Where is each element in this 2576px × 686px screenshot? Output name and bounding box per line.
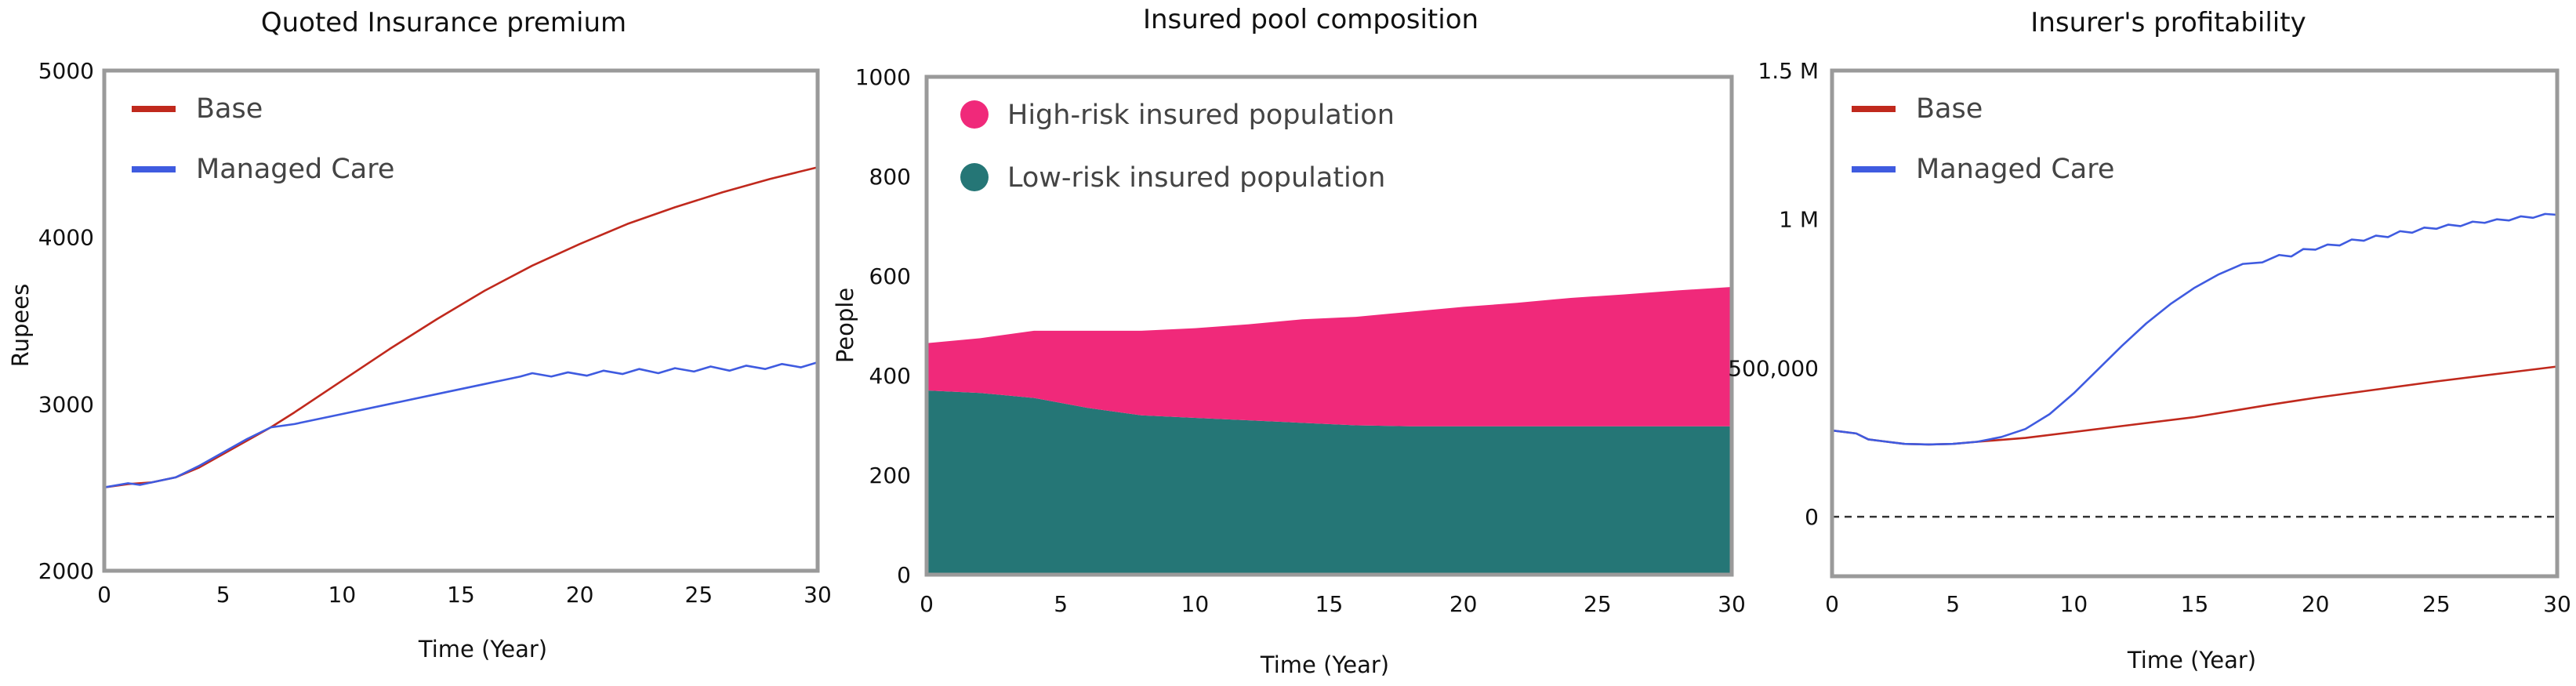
x-axis-label: Time (Year)	[2127, 647, 2256, 673]
legend-label: Managed Care	[1916, 154, 2114, 185]
x-axis-label: Time (Year)	[418, 636, 547, 662]
legend-label: Base	[1916, 93, 1983, 125]
chart-title: Insurer's profitability	[2030, 7, 2306, 38]
x-tick-label: 15	[447, 582, 475, 608]
x-tick-label: 20	[2302, 591, 2330, 617]
y-tick-label: 500,000	[1728, 355, 1819, 381]
x-tick-label: 10	[1181, 591, 1210, 617]
x-tick-label: 15	[2181, 591, 2209, 617]
y-tick-label: 1.5 M	[1758, 58, 1819, 84]
y-tick-label: 400	[869, 363, 911, 389]
y-tick-label: 1 M	[1779, 207, 1819, 233]
x-tick-label: 25	[1584, 591, 1612, 617]
x-tick-label: 25	[2422, 591, 2451, 617]
y-tick-label: 5000	[38, 58, 94, 84]
x-tick-label: 0	[97, 582, 111, 608]
y-tick-label: 2000	[38, 558, 94, 584]
x-tick-label: 0	[1825, 591, 1839, 617]
plot-frame	[1830, 68, 2560, 579]
x-tick-label: 30	[2543, 591, 2571, 617]
chart-premium: Quoted Insurance premium Time (Year) Rup…	[7, 7, 832, 662]
y-tick-label: 1000	[855, 64, 911, 90]
area-series-low-risk	[927, 390, 1732, 575]
y-axis-label: Rupees	[7, 284, 34, 367]
y-tick-label: 4000	[38, 225, 94, 251]
legend-label: High-risk insured population	[1007, 100, 1395, 131]
y-tick-label: 3000	[38, 391, 94, 417]
legend-label: Managed Care	[196, 154, 394, 185]
y-tick-label: 0	[897, 562, 911, 588]
chart-title: Quoted Insurance premium	[261, 7, 626, 38]
series-line-managed-care	[103, 361, 818, 488]
plot-frame	[102, 68, 820, 573]
plot-frame	[924, 74, 1734, 577]
plot-area	[1832, 71, 2557, 576]
y-tick-label: 0	[1805, 504, 1819, 530]
y-tick-label: 800	[869, 164, 911, 190]
x-tick-label: 20	[1449, 591, 1478, 617]
y-tick-label: 200	[869, 463, 911, 488]
area-series-high-risk	[927, 286, 1732, 426]
x-axis-label: Time (Year)	[1260, 652, 1389, 678]
x-tick-label: 10	[328, 582, 357, 608]
x-tick-label: 5	[216, 582, 230, 608]
x-tick-label: 5	[1946, 591, 1960, 617]
y-axis-label: People	[832, 288, 858, 363]
x-tick-label: 10	[2060, 591, 2088, 617]
x-tick-label: 30	[1718, 591, 1746, 617]
legend-swatch	[960, 163, 989, 191]
x-tick-label: 0	[920, 591, 934, 617]
y-tick-label: 600	[869, 263, 911, 289]
x-tick-label: 5	[1054, 591, 1068, 617]
chart-pool: Insured pool composition Time (Year) Peo…	[832, 4, 1746, 678]
legend-label: Low-risk insured population	[1007, 162, 1385, 194]
chart-profitability: Insurer's profitability Time (Year) 0 5 10…	[1728, 7, 2571, 673]
x-tick-label: 20	[566, 582, 594, 608]
x-tick-label: 15	[1315, 591, 1344, 617]
legend-label: Base	[196, 93, 263, 125]
series-line-managed-care	[1831, 212, 2558, 446]
legend-swatch	[960, 100, 989, 129]
chart-title: Insured pool composition	[1143, 4, 1478, 35]
x-tick-label: 25	[685, 582, 713, 608]
x-tick-label: 30	[804, 582, 832, 608]
plot-area	[104, 71, 818, 571]
